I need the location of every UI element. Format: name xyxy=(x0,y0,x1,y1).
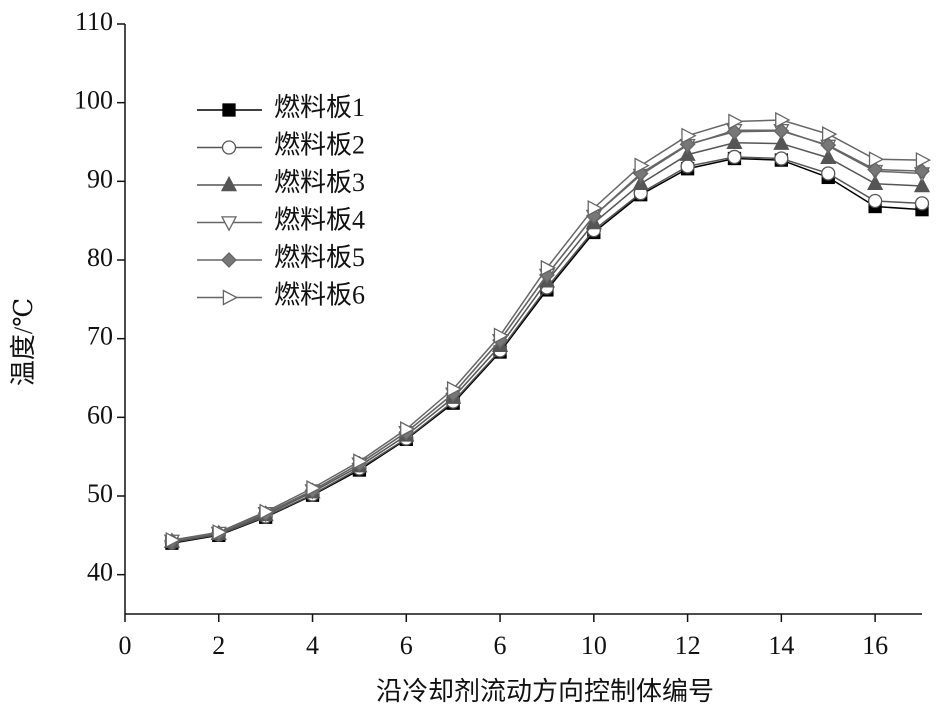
y-tick-label: 60 xyxy=(87,400,113,429)
data-point xyxy=(446,380,463,398)
x-tick-label: 2 xyxy=(212,631,225,660)
legend-marker xyxy=(220,175,238,192)
data-point xyxy=(867,174,884,190)
data-point xyxy=(493,327,510,344)
data-point xyxy=(540,259,557,276)
data-point xyxy=(212,524,228,541)
data-point xyxy=(259,503,275,520)
data-point xyxy=(165,531,181,549)
data-point xyxy=(728,113,744,130)
data-point xyxy=(820,137,837,154)
x-tick-label: 6 xyxy=(400,631,413,660)
data-point xyxy=(914,163,930,180)
x-tick-label: 16 xyxy=(862,631,888,660)
legend-marker xyxy=(221,252,237,268)
y-tick-label: 80 xyxy=(87,243,113,272)
data-point xyxy=(681,127,697,144)
data-point xyxy=(774,151,789,166)
data-point xyxy=(915,152,932,169)
data-point xyxy=(867,193,883,209)
x-tick-label: 0 xyxy=(119,631,132,660)
y-axis-label: 温度/℃ xyxy=(9,298,38,386)
data-point xyxy=(821,126,838,143)
data-point xyxy=(306,480,322,497)
data-point xyxy=(914,196,930,211)
series-line xyxy=(171,142,923,543)
data-point xyxy=(821,166,836,181)
data-point xyxy=(773,123,790,139)
legend-marker xyxy=(222,103,236,117)
y-tick-label: 90 xyxy=(87,164,113,193)
data-point xyxy=(773,134,790,150)
x-tick-label: 10 xyxy=(581,631,607,660)
y-tick-label: 50 xyxy=(87,479,113,508)
legend-label: 燃料板3 xyxy=(274,168,365,197)
data-point xyxy=(400,421,416,438)
legend-label: 燃料板6 xyxy=(274,280,365,309)
data-point xyxy=(726,123,743,140)
data-point xyxy=(868,151,885,168)
data-point xyxy=(820,148,837,164)
data-point xyxy=(587,200,603,217)
y-tick-label: 70 xyxy=(87,322,113,351)
legend-label: 燃料板5 xyxy=(274,243,365,272)
legend-marker xyxy=(220,216,238,232)
x-tick-label: 14 xyxy=(768,631,794,660)
y-tick-label: 40 xyxy=(87,558,113,587)
legend-marker xyxy=(222,289,239,306)
data-point xyxy=(634,157,650,174)
legend-label: 燃料板1 xyxy=(274,93,365,122)
legend-label: 燃料板4 xyxy=(274,205,365,234)
data-point xyxy=(867,161,884,178)
x-tick-label: 12 xyxy=(675,631,701,660)
data-point xyxy=(727,149,742,165)
data-point xyxy=(680,159,695,174)
legend-label: 燃料板2 xyxy=(274,130,365,159)
data-point xyxy=(726,133,743,150)
x-tick-label: 4 xyxy=(306,631,319,660)
data-point xyxy=(353,453,369,470)
y-tick-label: 100 xyxy=(74,86,113,115)
x-tick-label: 6 xyxy=(494,631,507,660)
legend-marker xyxy=(221,140,237,155)
x-axis-label: 沿冷却剂流动方向控制体编号 xyxy=(376,677,714,706)
y-tick-label: 110 xyxy=(75,7,113,36)
data-point xyxy=(913,176,931,193)
data-point xyxy=(775,111,791,129)
